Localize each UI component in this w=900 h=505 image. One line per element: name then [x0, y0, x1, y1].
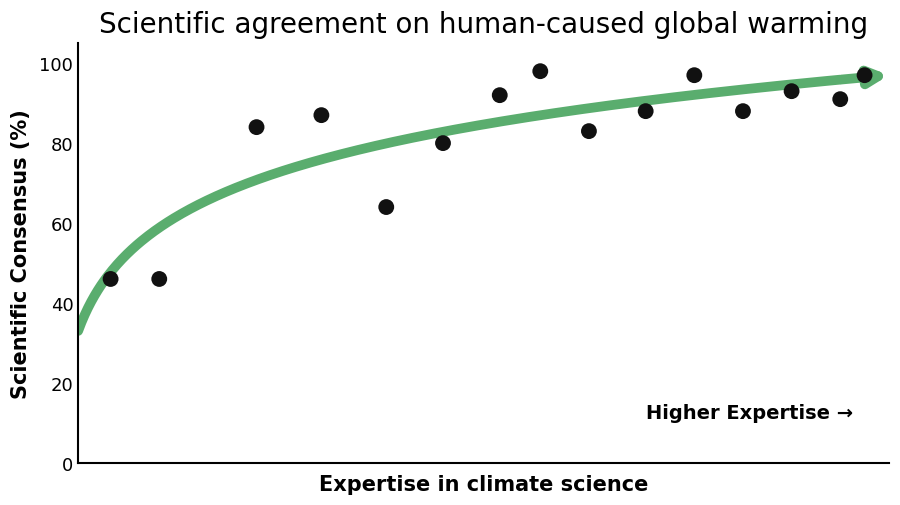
X-axis label: Expertise in climate science: Expertise in climate science: [319, 474, 648, 494]
Point: [858, 72, 872, 80]
Point: [533, 68, 547, 76]
Point: [581, 128, 596, 136]
Point: [379, 204, 393, 212]
Point: [638, 108, 652, 116]
Title: Scientific agreement on human-caused global warming: Scientific agreement on human-caused glo…: [99, 11, 868, 39]
Point: [104, 275, 118, 283]
Y-axis label: Scientific Consensus (%): Scientific Consensus (%): [11, 109, 32, 398]
Point: [785, 88, 799, 96]
Point: [249, 124, 264, 132]
Point: [492, 92, 507, 100]
Point: [687, 72, 701, 80]
Point: [436, 140, 450, 148]
Point: [314, 112, 328, 120]
Point: [736, 108, 751, 116]
Point: [152, 275, 166, 283]
Text: Higher Expertise →: Higher Expertise →: [645, 403, 853, 422]
Point: [833, 96, 848, 104]
